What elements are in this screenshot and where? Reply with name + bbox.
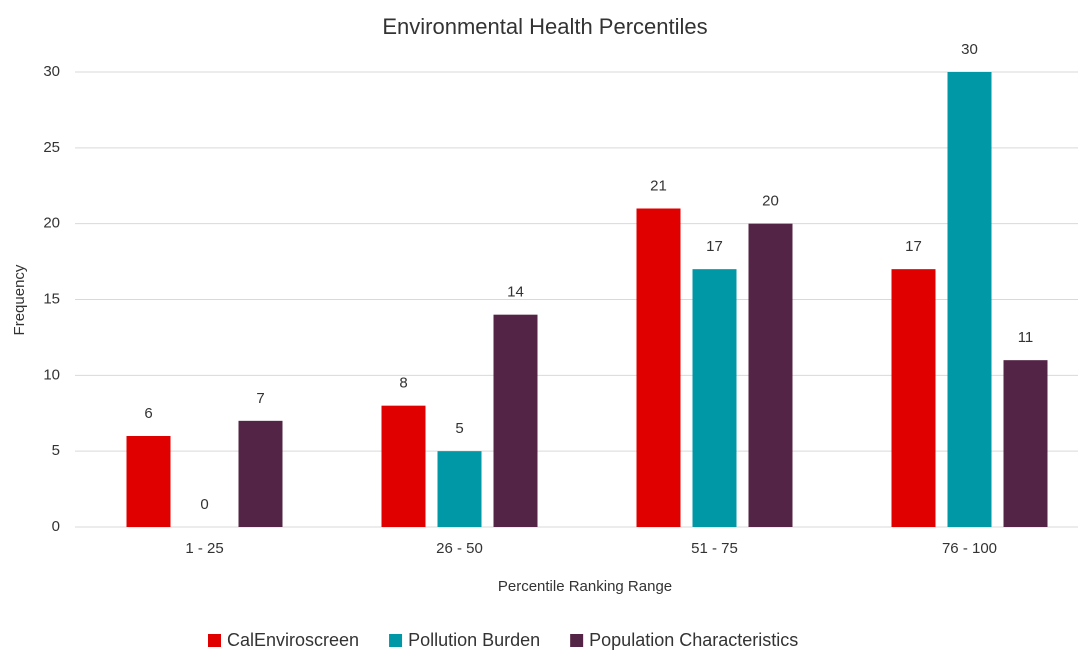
legend-swatch: [570, 634, 584, 647]
legend-swatch: [208, 634, 221, 647]
bar: [493, 314, 538, 527]
y-tick-label: 0: [52, 518, 60, 535]
x-tick-label: 51 - 75: [691, 540, 738, 557]
legend-label: CalEnviroscreen: [227, 630, 359, 650]
data-label: 21: [650, 177, 667, 194]
legend-label: Pollution Burden: [408, 630, 540, 650]
data-label: 14: [507, 284, 524, 301]
y-tick-label: 10: [43, 366, 60, 383]
x-axis-label: Percentile Ranking Range: [498, 578, 672, 595]
x-tick-label: 1 - 25: [185, 540, 223, 557]
bar: [126, 436, 171, 527]
x-tick-label: 26 - 50: [436, 540, 483, 557]
data-label: 11: [1018, 329, 1034, 346]
data-label: 6: [144, 405, 152, 422]
legend-label: Population Characteristics: [589, 630, 798, 650]
bar: [437, 451, 482, 527]
legend-swatch: [389, 634, 403, 647]
data-label: 17: [905, 238, 922, 255]
bar: [891, 269, 936, 527]
y-tick-label: 20: [43, 215, 60, 232]
y-tick-label: 30: [43, 63, 60, 80]
y-tick-label: 25: [43, 139, 60, 156]
bar: [238, 420, 283, 527]
y-axis-label: Frequency: [11, 264, 28, 335]
data-label: 30: [961, 41, 978, 58]
bar: [381, 405, 426, 527]
bar: [947, 72, 992, 527]
bar: [748, 223, 793, 527]
y-tick-label: 5: [52, 442, 60, 459]
bar: [692, 269, 737, 527]
bar: [636, 208, 681, 527]
data-label: 5: [455, 420, 463, 437]
data-label: 8: [399, 375, 407, 392]
chart-title: Environmental Health Percentiles: [382, 14, 707, 39]
data-label: 20: [762, 193, 779, 210]
bar: [1003, 360, 1048, 527]
data-label: 0: [200, 496, 208, 513]
data-label: 7: [256, 390, 264, 407]
y-tick-label: 15: [43, 290, 60, 307]
data-label: 17: [706, 238, 723, 255]
x-tick-label: 76 - 100: [942, 540, 997, 557]
